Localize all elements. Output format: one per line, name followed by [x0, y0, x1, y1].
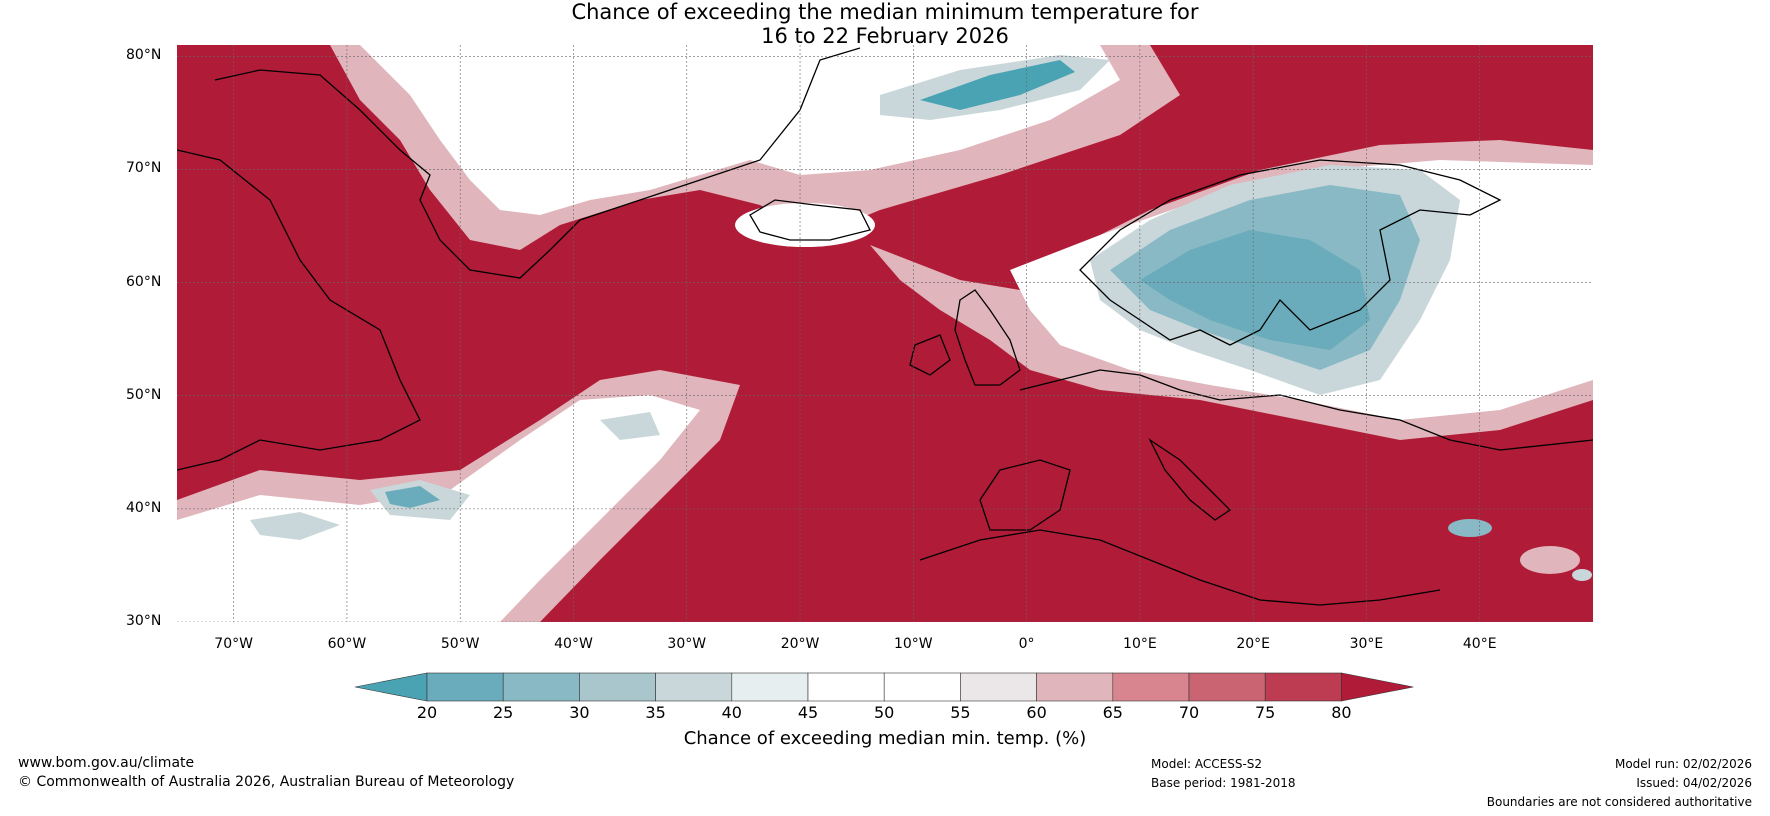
colorbar-segment	[426, 672, 504, 702]
latitude-label: 60°N	[126, 273, 162, 290]
coastlines	[177, 47, 1593, 606]
longitude-label: 20°W	[780, 636, 820, 652]
footer-website[interactable]: www.bom.gov.au/climate	[18, 755, 195, 771]
longitude-label: 10°W	[893, 636, 933, 652]
scandinavia-cold-core	[1140, 230, 1370, 350]
colorbar-tick-label: 80	[1331, 703, 1352, 722]
colorbar-segment	[883, 672, 961, 702]
colorbar-tick-label: 25	[493, 703, 514, 722]
colorbar-segment	[502, 672, 580, 702]
latitude-label: 50°N	[126, 386, 162, 403]
longitude-label: 50°W	[440, 636, 480, 652]
iceland-coastline	[749, 199, 871, 241]
colorbar-tick-label: 30	[569, 703, 590, 722]
iberia-coastline	[979, 459, 1071, 531]
colorbar-tick-label: 40	[721, 703, 742, 722]
colorbar-tick-label: 20	[416, 703, 438, 722]
latitude-label: 40°N	[126, 499, 162, 516]
arctic-warm-strip	[1190, 45, 1593, 110]
footer-disclaimer: Boundaries are not considered authoritat…	[1486, 795, 1752, 809]
europe-coastline	[1019, 369, 1593, 451]
italy-coastline	[1148, 438, 1232, 521]
footer-model: Model: ACCESS-S2	[1151, 757, 1263, 771]
colorbar-tick-label: 75	[1255, 703, 1276, 722]
colorbar-lower-extension	[354, 672, 428, 702]
mideast-neutral-spot	[1520, 546, 1580, 574]
title-line-2: 16 to 22 February 2026	[761, 24, 1009, 48]
canada-coastline	[177, 149, 421, 471]
mideast-cold-spot	[1448, 519, 1492, 537]
footer-issued: Issued: 04/02/2026	[1636, 776, 1752, 790]
colorbar-segment	[731, 672, 809, 702]
colorbar-segment	[807, 672, 885, 702]
longitude-label: 10°E	[1123, 636, 1157, 652]
atlantic-cold-patch-3	[600, 412, 660, 440]
atlantic-cold-patch-4	[250, 512, 340, 540]
longitude-label: 0°	[1018, 636, 1035, 652]
latitude-label: 70°N	[126, 160, 162, 177]
colorbar-tick-label: 35	[645, 703, 666, 722]
longitude-label: 40°W	[554, 636, 593, 652]
longitude-label: 60°W	[327, 636, 367, 652]
atlantic-cold-patch-2	[385, 486, 440, 508]
colorbar-segment	[579, 672, 656, 702]
scandinavia-coastline	[1079, 159, 1502, 346]
colorbar-tick-label: 60	[1026, 703, 1047, 722]
longitude-label: 20°E	[1236, 636, 1270, 652]
greenland-coastline	[214, 47, 861, 279]
colorbar-tick-label: 65	[1102, 703, 1123, 722]
colorbar-title: Chance of exceeding median min. temp. (%…	[683, 728, 1087, 749]
colorbar-segment	[1264, 672, 1342, 702]
footer-model-run: Model run: 02/02/2026	[1614, 757, 1752, 771]
red-sea-cold-spot	[1572, 569, 1592, 581]
uk-coastline	[909, 289, 1021, 386]
longitude-label: 30°E	[1349, 636, 1384, 652]
footer-copyright: © Commonwealth of Australia 2026, Austra…	[18, 774, 515, 790]
greenland-cold-core	[920, 60, 1075, 110]
colorbar-segment	[1112, 672, 1190, 702]
chart-title: Chance of exceeding the median minimum t…	[0, 0, 1770, 48]
longitude-label: 30°W	[667, 636, 707, 652]
colorbar-segment	[655, 672, 733, 702]
iceland-white-area	[735, 203, 875, 247]
colorbar-segment	[1188, 672, 1266, 702]
graticule	[177, 45, 1593, 622]
colorbar	[354, 672, 1414, 702]
longitude-label: 40°E	[1462, 636, 1497, 652]
colorbar-segment	[1036, 672, 1114, 702]
longitude-label: 70°W	[214, 636, 253, 652]
title-line-1: Chance of exceeding the median minimum t…	[571, 0, 1199, 24]
colorbar-tick-label: 55	[950, 703, 971, 722]
map-area	[177, 45, 1593, 622]
colorbar-tick-label: 70	[1178, 703, 1200, 722]
colorbar-upper-extension	[1341, 672, 1414, 702]
north-africa-coastline	[919, 529, 1441, 606]
latitude-label: 80°N	[126, 47, 162, 64]
colorbar-tick-label: 50	[874, 703, 895, 722]
footer-base-period: Base period: 1981-2018	[1151, 776, 1296, 790]
colorbar-segment	[960, 672, 1037, 702]
latitude-label: 30°N	[126, 613, 162, 629]
colorbar-tick-label: 45	[797, 703, 819, 722]
